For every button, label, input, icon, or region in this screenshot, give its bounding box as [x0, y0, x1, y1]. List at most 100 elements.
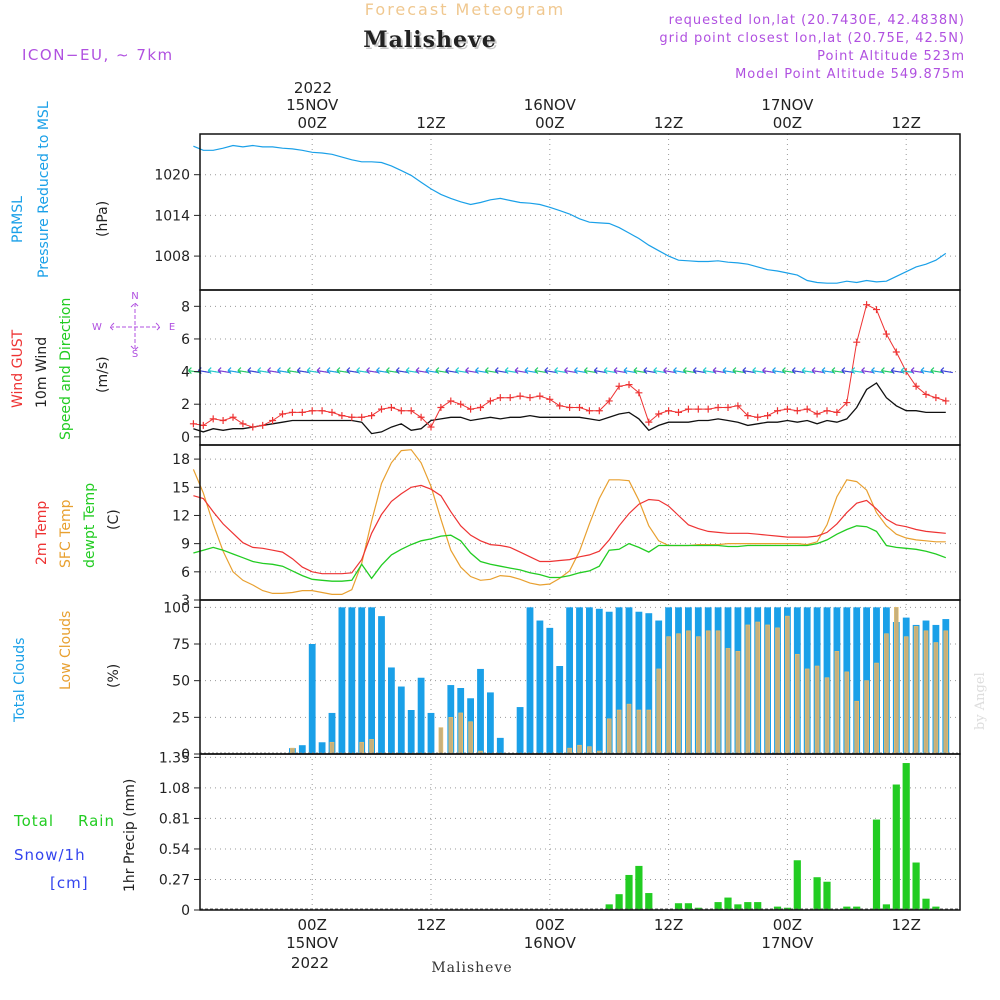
total-cloud-bar	[487, 692, 494, 754]
low-cloud-bar	[804, 668, 810, 755]
gust-marker	[457, 400, 465, 408]
prmsl-line	[193, 144, 947, 284]
gust-marker	[882, 330, 890, 338]
pressure-msl-label: Pressure Reduced to MSL	[36, 101, 52, 278]
gust-marker	[189, 420, 197, 428]
wind-direction-arrow	[702, 367, 716, 375]
gust-marker	[675, 408, 682, 416]
gust-marker	[922, 390, 930, 398]
low-cloud-bar	[626, 703, 632, 755]
pressure-labels: PRMSL Pressure Reduced to MSL (hPa)	[10, 101, 111, 278]
compass-e: E	[169, 322, 175, 333]
low-cloud-bar	[468, 721, 473, 755]
gust-marker	[328, 408, 336, 416]
low-cloud-bar	[715, 630, 721, 755]
low-cloud-bar	[656, 668, 662, 755]
y-tick-label: 1014	[154, 208, 190, 224]
wind-direction-arrow	[435, 367, 448, 375]
wind-direction-arrow	[356, 367, 369, 375]
precip-bar	[635, 865, 643, 910]
gust-marker	[516, 392, 524, 400]
wind-direction-arrow	[217, 367, 231, 375]
gust-marker	[288, 408, 296, 416]
total-cloud-bar	[595, 608, 603, 754]
gust-marker	[536, 392, 544, 400]
location-title: Malisheve	[363, 27, 496, 53]
low-cloud-bar	[745, 624, 751, 755]
wind-direction-arrow	[425, 367, 439, 375]
compass-rose: N S W E	[92, 291, 175, 360]
precip-bar	[902, 763, 910, 910]
wind-direction-arrow	[544, 367, 557, 375]
y-tick-label: 1.35	[159, 750, 190, 766]
precip-frame	[199, 753, 961, 911]
temperature-frame	[199, 444, 961, 601]
gust-marker	[486, 397, 494, 405]
low-cloud-bar	[438, 727, 444, 755]
gust-marker	[655, 410, 663, 418]
wind-direction-arrow	[682, 367, 696, 375]
gust-marker	[714, 403, 722, 411]
total-cloud-bar	[556, 666, 564, 754]
wind-direction-arrow	[376, 367, 389, 375]
total-cloud-bar	[536, 620, 544, 754]
precip-bar	[853, 906, 861, 910]
y-tick-label: 18	[172, 452, 190, 468]
gust-marker	[447, 397, 455, 405]
compass-s: S	[132, 349, 138, 360]
wind-direction-arrow	[494, 367, 508, 375]
total-cloud-bar	[526, 607, 534, 754]
total-cloud-bar	[328, 712, 336, 754]
gust-marker	[665, 407, 673, 415]
y-tick-label: 75	[172, 637, 190, 653]
gust-marker	[853, 338, 861, 346]
wind-labels: Wind GUST 10m Wind Speed and Direction (…	[10, 291, 175, 440]
wind-direction-arrow	[534, 367, 547, 375]
bottom-tick-label: 00Z	[773, 916, 802, 934]
gust-marker	[734, 402, 742, 410]
precip-labels: Total Rain Snow/1h [cm] 1hr Precip (mm)	[13, 779, 138, 892]
temp-2m-label: 2m Temp	[34, 501, 50, 565]
total-cloud-bar	[318, 742, 326, 754]
total-cloud-bar	[348, 607, 356, 754]
precip-bar	[724, 897, 732, 910]
wind-direction-arrow	[603, 367, 617, 375]
low-cloud-bar	[864, 680, 869, 755]
wind-direction-arrow	[712, 367, 726, 375]
y-tick-label: 15	[172, 480, 190, 496]
low-cloud-bar	[606, 718, 612, 755]
gust-marker	[368, 412, 376, 420]
product-title: Forecast Meteogram	[365, 0, 565, 19]
total-cloud-bar	[388, 667, 395, 754]
precip-bar	[882, 904, 890, 910]
gust-marker	[199, 421, 207, 429]
total-cloud-bar	[546, 627, 554, 754]
wind-direction-arrow	[801, 367, 815, 375]
top-tick-label: 12Z	[892, 114, 921, 132]
wind-direction-arrow	[257, 367, 270, 375]
low-cloud-bar	[943, 630, 949, 755]
plot-layers	[187, 144, 960, 910]
total-cloud-bar	[477, 668, 484, 754]
wind-direction-arrow	[405, 367, 419, 375]
gust-marker	[506, 394, 514, 402]
wind-direction-arrow	[831, 367, 844, 375]
gust-marker	[942, 397, 950, 405]
wind-direction-arrow	[722, 367, 736, 375]
cloud-unit-label: (%)	[106, 664, 122, 688]
low-cloud-bar	[448, 717, 454, 755]
wind-direction-arrow	[623, 367, 637, 375]
y-tick-label: 9	[181, 537, 190, 553]
top-tick-label: 12Z	[416, 114, 445, 132]
wind-direction-arrow	[673, 367, 686, 375]
wind-frame	[199, 289, 961, 446]
precip-unit-label: 1hr Precip (mm)	[122, 779, 138, 892]
total-cloud-bar	[427, 712, 435, 754]
compass-n: N	[131, 291, 138, 302]
sfc-temp-line	[192, 449, 946, 596]
compass-arrows	[109, 302, 161, 351]
gust-marker	[477, 403, 484, 411]
temp-dewpt-label: dewpt Temp	[82, 483, 98, 568]
top-date-label: 15NOV	[286, 96, 339, 114]
